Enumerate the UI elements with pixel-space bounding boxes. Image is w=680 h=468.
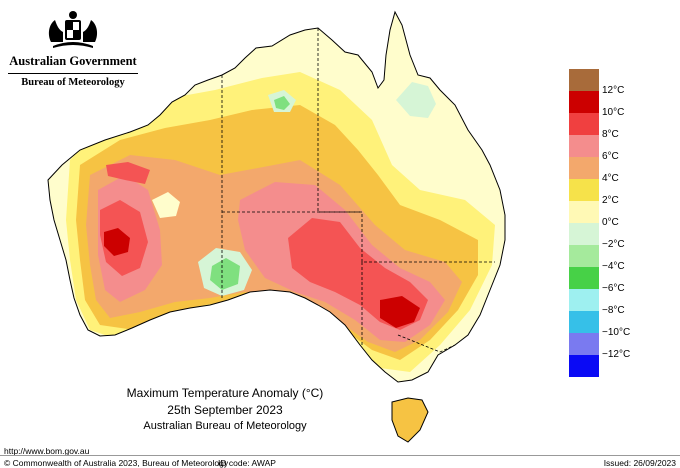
map-title: Maximum Temperature Anomaly (°C)	[126, 386, 324, 400]
legend-label: −10°C	[602, 327, 631, 338]
legend-swatch	[569, 355, 599, 377]
legend-swatch	[569, 311, 599, 333]
footer-url[interactable]: http://www.bom.gov.au	[4, 446, 90, 456]
legend-label: 2°C	[602, 195, 619, 206]
legend-swatch	[569, 91, 599, 113]
legend-label: 12°C	[602, 85, 625, 96]
legend-label: 0°C	[602, 217, 619, 228]
legend-swatch	[569, 289, 599, 311]
footer-id-code: ID code: AWAP	[218, 458, 276, 468]
legend-swatch	[569, 267, 599, 289]
nsw-vic-border	[397, 334, 456, 353]
footer-copyright: © Commonwealth of Australia 2023, Bureau…	[4, 458, 229, 468]
anomaly-12-zone	[104, 228, 420, 328]
government-logo: Australian Government Bureau of Meteorol…	[8, 8, 138, 88]
nt-qld-border	[317, 28, 495, 263]
government-name: Australian Government	[9, 54, 137, 68]
legend-swatch	[569, 245, 599, 267]
legend-label: 4°C	[602, 173, 619, 184]
cool-zone-minus2	[210, 96, 290, 290]
legend-label: −2°C	[602, 239, 625, 250]
legend-swatch	[569, 113, 599, 135]
map-title-block: Maximum Temperature Anomaly (°C) 25th Se…	[110, 386, 340, 432]
footer-issued-date: Issued: 26/09/2023	[603, 458, 676, 468]
color-legend: 12°C 10°C 8°C 6°C 4°C 2°C 0°C −2°C −4°C −6°C −8°C −…	[569, 69, 669, 381]
map-date: 25th September 2023	[167, 403, 283, 417]
warm-patch-nw	[152, 192, 180, 218]
anomaly-10-zone	[100, 162, 428, 330]
legend-label: −4°C	[602, 261, 625, 272]
footer-divider	[0, 455, 680, 456]
coat-of-arms-icon	[48, 11, 98, 48]
bureau-name: Bureau of Meteorology	[8, 73, 138, 88]
tasmania	[391, 397, 429, 443]
legend-label: −12°C	[602, 349, 631, 360]
temperature-anomaly-map	[47, 10, 506, 443]
legend-swatch	[569, 179, 599, 201]
legend-swatch	[569, 157, 599, 179]
legend-swatch	[569, 135, 599, 157]
map-source: Australian Bureau of Meteorology	[143, 420, 307, 432]
legend-label: 10°C	[602, 107, 625, 118]
legend-swatch	[569, 223, 599, 245]
legend-label: 8°C	[602, 129, 619, 140]
legend-swatch	[569, 201, 599, 223]
state-borders	[221, 28, 495, 353]
legend-swatch	[569, 333, 599, 355]
legend-swatch	[569, 69, 599, 91]
coastline-outline	[47, 10, 506, 383]
legend-label: −8°C	[602, 305, 625, 316]
legend-label: 6°C	[602, 151, 619, 162]
legend-label: −6°C	[602, 283, 625, 294]
